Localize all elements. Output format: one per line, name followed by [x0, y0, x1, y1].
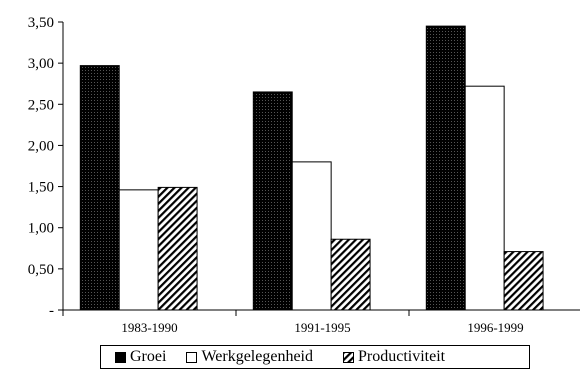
legend-item-groei: Groei — [115, 348, 166, 366]
y-tick-label: 0,50 — [28, 262, 54, 278]
legend-label-groei: Groei — [130, 348, 167, 365]
legend-label-werkgelegenheid: Werkgelegenheid — [201, 348, 313, 365]
y-tick-label: 2,00 — [28, 138, 54, 154]
y-tick-label: 3,00 — [28, 56, 54, 72]
legend-label-productiviteit: Productiviteit — [357, 348, 446, 365]
bar-groei-1983-1990 — [79, 65, 120, 311]
x-tick-label: 1996-1999 — [467, 320, 523, 335]
legend-item-werkgelegenheid: Werkgelegenheid — [186, 348, 313, 366]
x-tick-label: 1983-1990 — [121, 320, 177, 335]
bar-productiviteit-1983-1990 — [157, 186, 198, 311]
y-tick-label: 1,00 — [28, 221, 54, 237]
bar-werkgelegenheid-1996-1999 — [464, 85, 505, 311]
legend-swatch-productiviteit — [342, 351, 354, 363]
bar-groei-1996-1999 — [425, 25, 466, 311]
y-tick-label: - — [49, 303, 54, 319]
legend-swatch-groei — [115, 351, 126, 363]
y-tick-label: 3,50 — [28, 15, 54, 31]
y-tick-label: 2,50 — [28, 97, 54, 113]
x-tick-label: 1991-1995 — [294, 320, 350, 335]
legend-swatch-werkgelegenheid — [186, 351, 198, 363]
bar-chart: -0,501,001,502,002,503,003,50 1983-1990 1… — [28, 15, 580, 335]
y-tick-label: 1,50 — [28, 180, 54, 196]
bars — [79, 25, 544, 311]
bar-productiviteit-1991-1995 — [330, 238, 371, 311]
bar-werkgelegenheid-1983-1990 — [118, 189, 159, 311]
legend: Groei Werkgelegenheid Productiviteit — [100, 345, 530, 369]
bar-groei-1991-1995 — [252, 91, 293, 311]
bar-productiviteit-1996-1999 — [503, 251, 544, 311]
y-axis: - 0,50 1,00 1,50 2,00 2,50 3,00 3,50 — [28, 15, 64, 319]
x-axis: 1983-1990 1991-1995 1996-1999 — [62, 309, 580, 335]
legend-item-productiviteit: Productiviteit — [342, 348, 446, 366]
bar-werkgelegenheid-1991-1995 — [291, 161, 332, 311]
